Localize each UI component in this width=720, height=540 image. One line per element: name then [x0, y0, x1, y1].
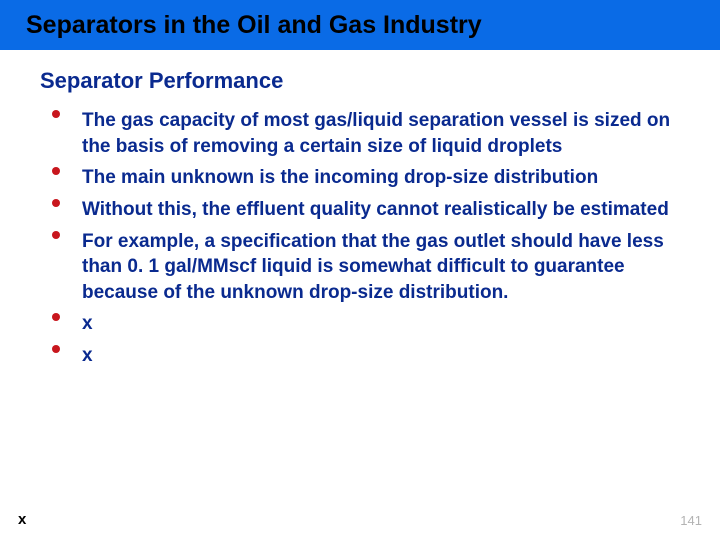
title-bar: Separators in the Oil and Gas Industry: [0, 0, 720, 50]
stray-x: x: [18, 511, 26, 528]
bullet-list: The gas capacity of most gas/liquid sepa…: [52, 108, 680, 375]
bullet-text: The main unknown is the incoming drop-si…: [82, 165, 680, 191]
list-item: x: [52, 311, 680, 337]
bullet-text: Without this, the effluent quality canno…: [82, 197, 680, 223]
page-number: 141: [680, 513, 702, 528]
slide-title: Separators in the Oil and Gas Industry: [26, 11, 482, 40]
slide: Separators in the Oil and Gas Industry S…: [0, 0, 720, 540]
bullet-icon: [52, 345, 60, 353]
bullet-text: x: [82, 343, 680, 369]
list-item: The gas capacity of most gas/liquid sepa…: [52, 108, 680, 159]
list-item: The main unknown is the incoming drop-si…: [52, 165, 680, 191]
bullet-icon: [52, 231, 60, 239]
list-item: Without this, the effluent quality canno…: [52, 197, 680, 223]
bullet-icon: [52, 199, 60, 207]
bullet-icon: [52, 167, 60, 175]
bullet-text: x: [82, 311, 680, 337]
bullet-icon: [52, 313, 60, 321]
slide-subtitle: Separator Performance: [40, 68, 283, 94]
bullet-icon: [52, 110, 60, 118]
bullet-text: The gas capacity of most gas/liquid sepa…: [82, 108, 680, 159]
list-item: x: [52, 343, 680, 369]
bullet-text: For example, a specification that the ga…: [82, 229, 680, 306]
list-item: For example, a specification that the ga…: [52, 229, 680, 306]
